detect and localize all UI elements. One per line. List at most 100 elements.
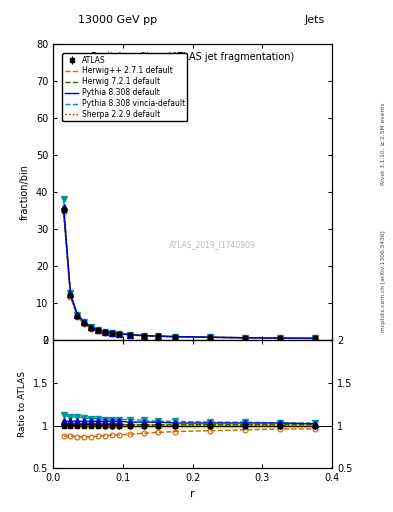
Herwig++ 2.7.1 default — [312, 335, 317, 342]
Sherpa 2.2.9 default — [89, 325, 94, 331]
Pythia 8.308 default — [75, 312, 80, 318]
Sherpa 2.2.9 default — [141, 333, 146, 339]
Herwig++ 2.7.1 default — [82, 321, 87, 327]
Pythia 8.308 default — [155, 333, 160, 339]
Sherpa 2.2.9 default — [75, 312, 80, 318]
Sherpa 2.2.9 default — [96, 327, 101, 333]
Text: ATLAS_2019_I1740909: ATLAS_2019_I1740909 — [169, 241, 255, 249]
Herwig 7.2.1 default — [277, 335, 282, 341]
Herwig++ 2.7.1 default — [155, 333, 160, 339]
Pythia 8.308 vincia-default — [312, 335, 317, 342]
Line: Pythia 8.308 default: Pythia 8.308 default — [64, 207, 315, 338]
Line: Sherpa 2.2.9 default: Sherpa 2.2.9 default — [64, 209, 315, 338]
Herwig 7.2.1 default — [208, 334, 212, 340]
Text: 13000 GeV pp: 13000 GeV pp — [78, 14, 158, 25]
Herwig++ 2.7.1 default — [208, 334, 212, 340]
Pythia 8.308 vincia-default — [127, 331, 132, 337]
Pythia 8.308 default — [127, 332, 132, 338]
Legend: ATLAS, Herwig++ 2.7.1 default, Herwig 7.2.1 default, Pythia 8.308 default, Pythi: ATLAS, Herwig++ 2.7.1 default, Herwig 7.… — [62, 53, 187, 121]
Sherpa 2.2.9 default — [82, 320, 87, 326]
Herwig++ 2.7.1 default — [127, 332, 132, 338]
Pythia 8.308 vincia-default — [141, 332, 146, 338]
Sherpa 2.2.9 default — [312, 335, 317, 342]
Sherpa 2.2.9 default — [173, 334, 178, 340]
Herwig 7.2.1 default — [141, 332, 146, 338]
Sherpa 2.2.9 default — [242, 335, 247, 341]
Herwig 7.2.1 default — [110, 330, 115, 336]
Herwig 7.2.1 default — [89, 325, 94, 331]
Pythia 8.308 vincia-default — [277, 335, 282, 341]
Sherpa 2.2.9 default — [208, 334, 212, 340]
Herwig 7.2.1 default — [75, 312, 80, 318]
Herwig 7.2.1 default — [68, 292, 73, 298]
Pythia 8.308 default — [277, 335, 282, 341]
Text: Radial profile ρ (ATLAS jet fragmentation): Radial profile ρ (ATLAS jet fragmentatio… — [91, 52, 294, 62]
Herwig++ 2.7.1 default — [110, 330, 115, 336]
Pythia 8.308 vincia-default — [110, 330, 115, 336]
Herwig++ 2.7.1 default — [89, 326, 94, 332]
Herwig 7.2.1 default — [96, 327, 101, 333]
Line: Herwig++ 2.7.1 default: Herwig++ 2.7.1 default — [64, 212, 315, 338]
Pythia 8.308 default — [89, 324, 94, 330]
Herwig++ 2.7.1 default — [242, 335, 247, 341]
Herwig++ 2.7.1 default — [277, 335, 282, 342]
Text: Rivet 3.1.10, ≥ 2.5M events: Rivet 3.1.10, ≥ 2.5M events — [381, 102, 386, 185]
Sherpa 2.2.9 default — [117, 331, 122, 337]
Pythia 8.308 default — [82, 319, 87, 325]
Pythia 8.308 vincia-default — [75, 311, 80, 317]
Pythia 8.308 vincia-default — [68, 290, 73, 296]
Sherpa 2.2.9 default — [155, 333, 160, 339]
Herwig++ 2.7.1 default — [75, 314, 80, 320]
Pythia 8.308 default — [61, 204, 66, 210]
Pythia 8.308 default — [96, 327, 101, 333]
Pythia 8.308 default — [68, 291, 73, 297]
Herwig 7.2.1 default — [61, 206, 66, 212]
Pythia 8.308 default — [103, 329, 108, 335]
Herwig++ 2.7.1 default — [173, 334, 178, 340]
Herwig 7.2.1 default — [82, 320, 87, 326]
Herwig++ 2.7.1 default — [68, 294, 73, 300]
Pythia 8.308 vincia-default — [155, 333, 160, 339]
Pythia 8.308 default — [242, 335, 247, 341]
Pythia 8.308 vincia-default — [96, 327, 101, 333]
Herwig 7.2.1 default — [117, 331, 122, 337]
Herwig 7.2.1 default — [103, 329, 108, 335]
Pythia 8.308 vincia-default — [103, 329, 108, 335]
Pythia 8.308 default — [173, 333, 178, 339]
Y-axis label: Ratio to ATLAS: Ratio to ATLAS — [18, 371, 27, 437]
Herwig 7.2.1 default — [312, 335, 317, 342]
Herwig++ 2.7.1 default — [117, 331, 122, 337]
Herwig++ 2.7.1 default — [141, 333, 146, 339]
Text: Jets: Jets — [304, 14, 325, 25]
Pythia 8.308 default — [110, 330, 115, 336]
Pythia 8.308 vincia-default — [173, 333, 178, 339]
Sherpa 2.2.9 default — [68, 292, 73, 298]
Herwig++ 2.7.1 default — [96, 328, 101, 334]
Sherpa 2.2.9 default — [127, 332, 132, 338]
Herwig++ 2.7.1 default — [61, 209, 66, 215]
Text: mcplots.cern.ch [arXiv:1306.3436]: mcplots.cern.ch [arXiv:1306.3436] — [381, 231, 386, 332]
X-axis label: r: r — [190, 489, 195, 499]
Pythia 8.308 default — [208, 334, 212, 340]
Herwig++ 2.7.1 default — [103, 330, 108, 336]
Herwig 7.2.1 default — [173, 333, 178, 339]
Line: Pythia 8.308 vincia-default: Pythia 8.308 vincia-default — [64, 199, 315, 338]
Pythia 8.308 vincia-default — [82, 319, 87, 325]
Pythia 8.308 default — [312, 335, 317, 342]
Y-axis label: fraction/bin: fraction/bin — [20, 164, 30, 220]
Herwig 7.2.1 default — [155, 333, 160, 339]
Pythia 8.308 vincia-default — [89, 324, 94, 330]
Pythia 8.308 vincia-default — [61, 196, 66, 202]
Herwig 7.2.1 default — [242, 335, 247, 341]
Pythia 8.308 default — [141, 332, 146, 338]
Pythia 8.308 vincia-default — [117, 330, 122, 336]
Sherpa 2.2.9 default — [61, 206, 66, 212]
Line: Herwig 7.2.1 default: Herwig 7.2.1 default — [64, 209, 315, 338]
Pythia 8.308 vincia-default — [242, 335, 247, 341]
Sherpa 2.2.9 default — [103, 329, 108, 335]
Pythia 8.308 vincia-default — [208, 334, 212, 340]
Pythia 8.308 default — [117, 331, 122, 337]
Sherpa 2.2.9 default — [277, 335, 282, 341]
Herwig 7.2.1 default — [127, 332, 132, 338]
Sherpa 2.2.9 default — [110, 330, 115, 336]
